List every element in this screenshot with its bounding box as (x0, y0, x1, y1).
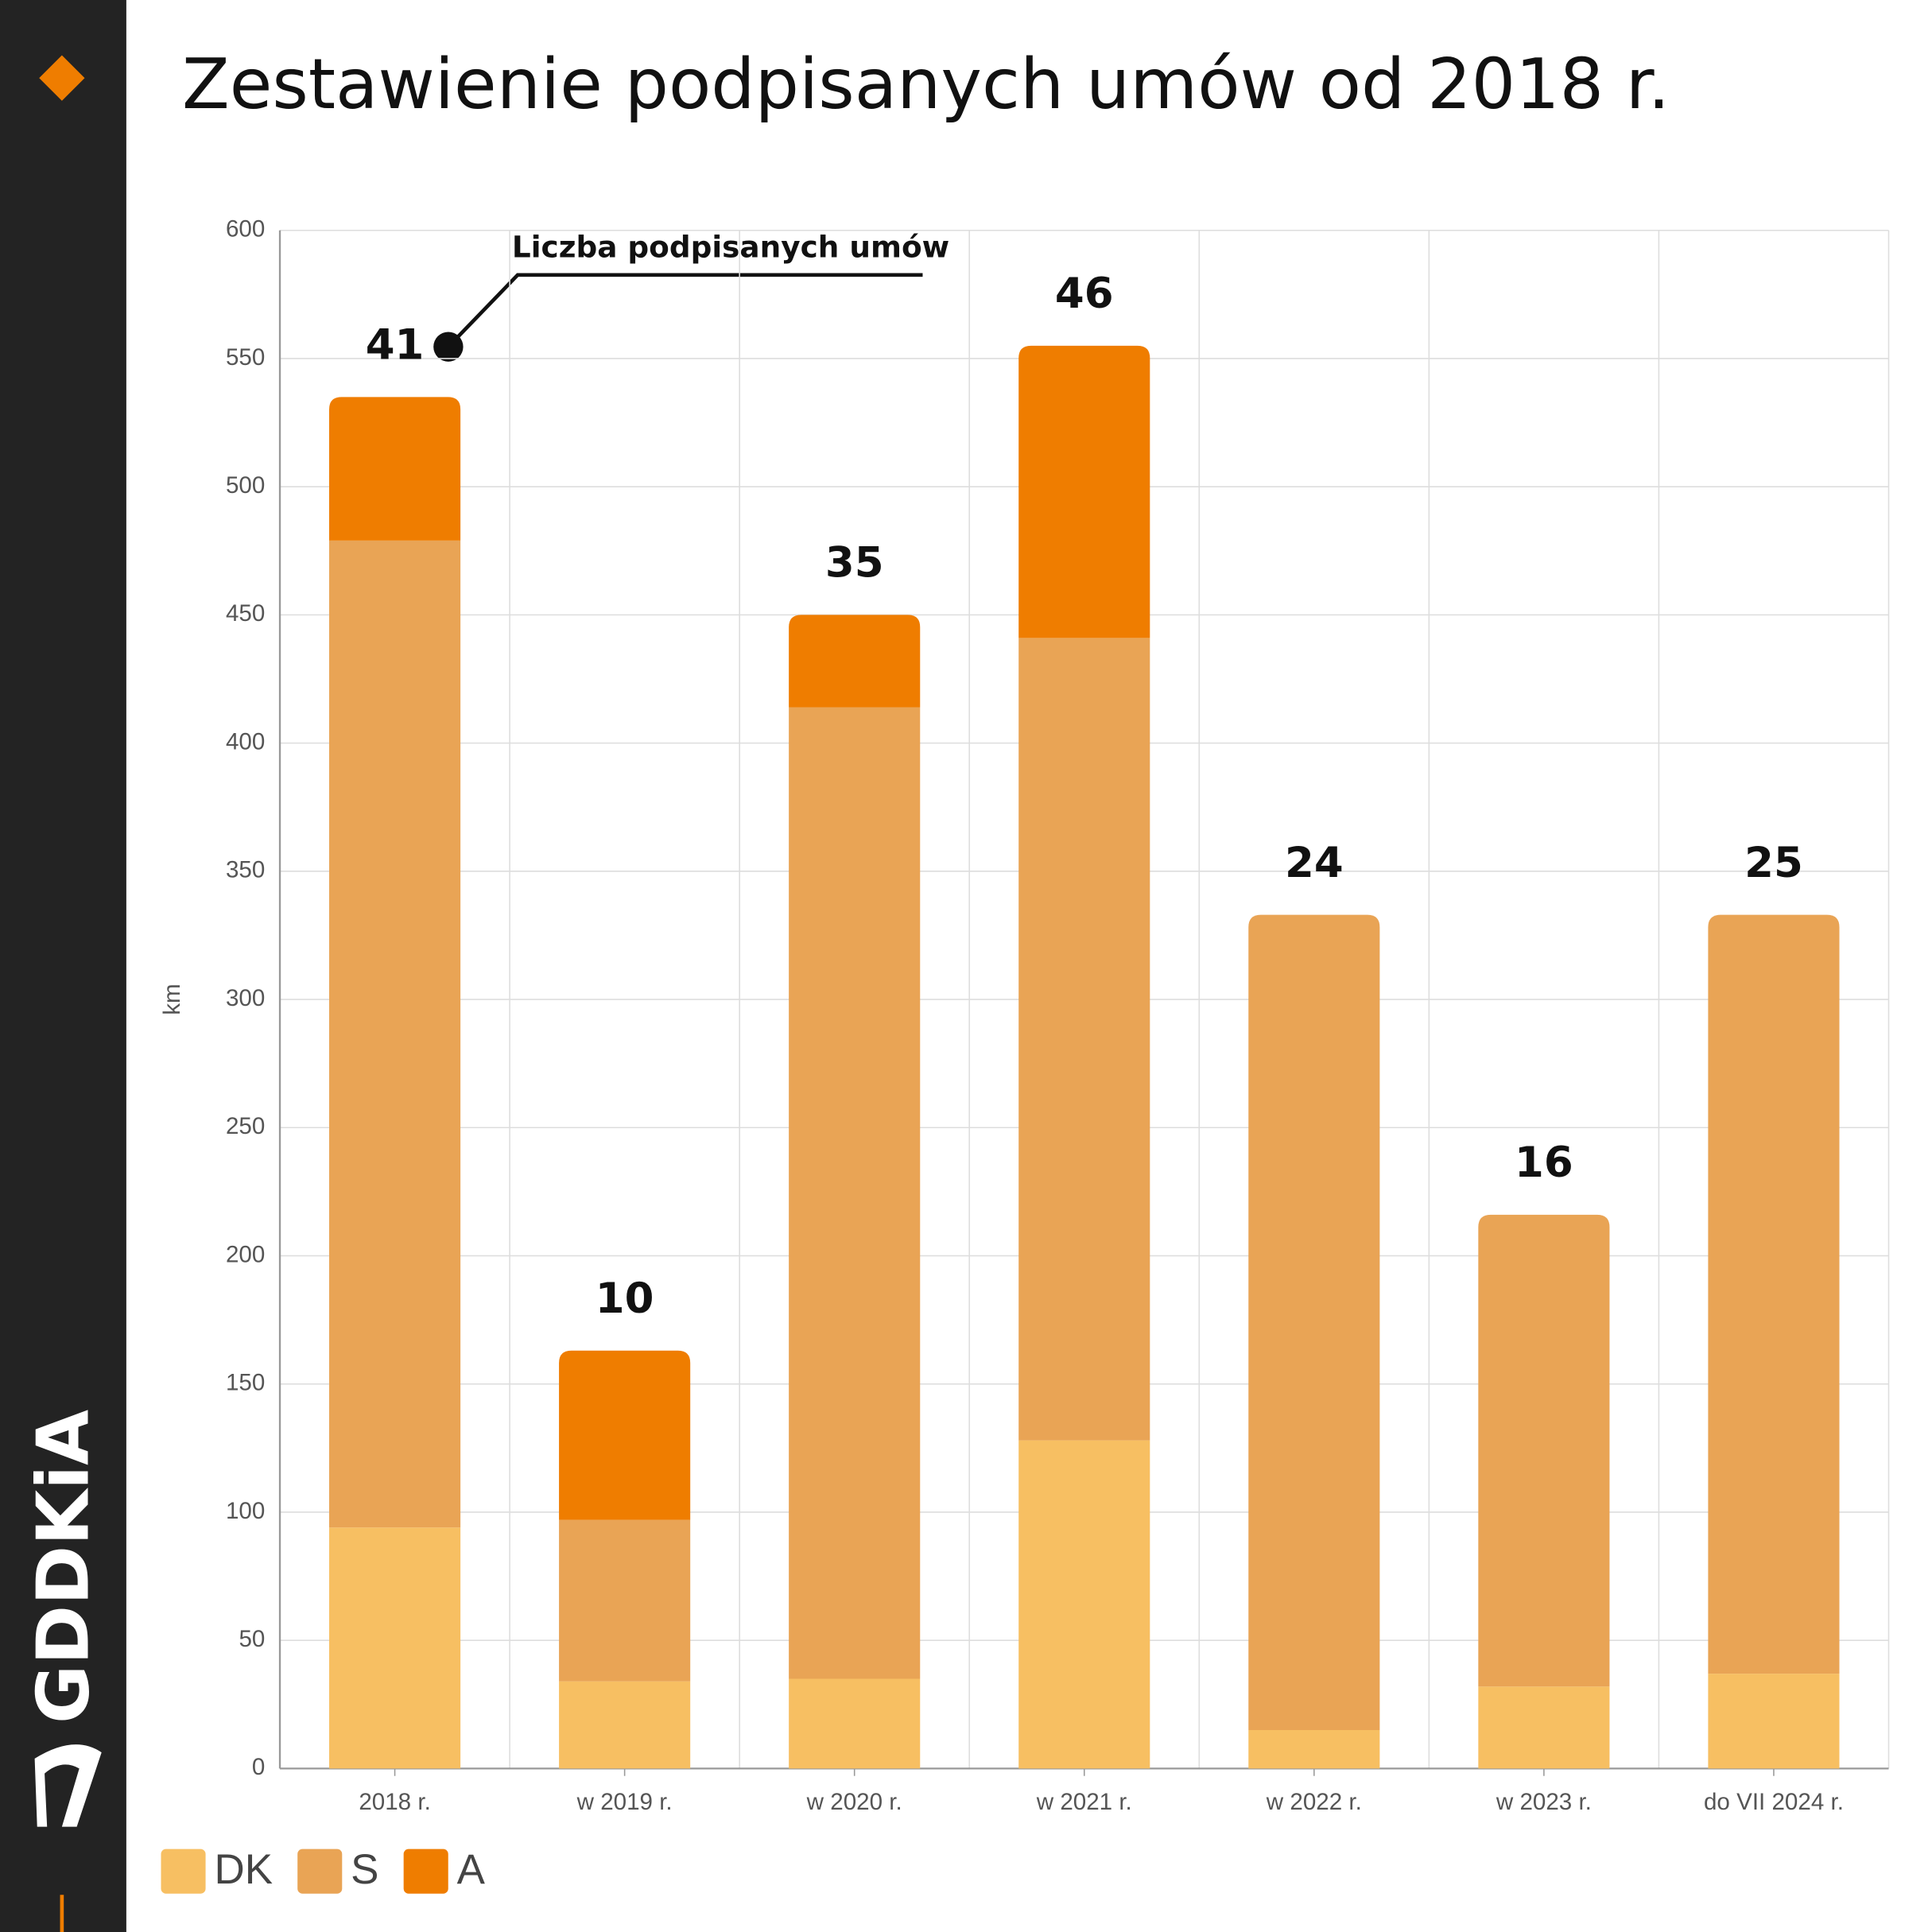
brand-logo (34, 1744, 102, 1827)
bar-segment (1478, 1686, 1610, 1769)
legend-label: S (351, 1846, 378, 1893)
y-tick-label: 300 (226, 985, 265, 1011)
bar-segment (1478, 1214, 1610, 1687)
bar-segment (789, 1678, 921, 1769)
brand: GDDKiA (22, 1410, 106, 1724)
x-tick-label: w 2022 r. (1266, 1789, 1362, 1815)
annotation: Liczba podpisanych umów (512, 230, 949, 265)
bar-segment (1248, 1730, 1380, 1769)
y-tick-label: 0 (252, 1754, 265, 1780)
y-tick-label: 200 (226, 1241, 265, 1267)
annotation-line (447, 273, 923, 348)
y-tick-label: 150 (226, 1370, 265, 1396)
bar-segment (1708, 914, 1840, 1674)
y-tick-label: 500 (226, 472, 265, 499)
count-label: 16 (1515, 1139, 1573, 1187)
y-tick-label: 350 (226, 857, 265, 883)
bar-segment (1248, 914, 1380, 1731)
x-tick-label: w 2020 r. (806, 1789, 902, 1815)
bar-segment (1018, 638, 1150, 1441)
x-tick-label: 2018 r. (359, 1789, 430, 1815)
bar-segment (789, 615, 921, 708)
x-tick-label: w 2021 r. (1036, 1789, 1132, 1815)
count-label: 41 (366, 321, 425, 370)
bar-segment (559, 1681, 691, 1769)
bar-segment (329, 1527, 461, 1769)
legend-label: DK (214, 1846, 273, 1893)
bar-segment (559, 1519, 691, 1682)
x-tick-label: w 2019 r. (576, 1789, 673, 1815)
legend-swatch (403, 1849, 448, 1894)
legend-swatch (161, 1849, 206, 1894)
count-label: 24 (1285, 839, 1344, 887)
y-tick-label: 600 (226, 216, 265, 242)
bar-segment (1018, 1440, 1150, 1769)
count-label: 35 (825, 539, 884, 588)
sidebar (0, 0, 126, 1932)
bar-segment (329, 540, 461, 1528)
bar-segment (559, 1350, 691, 1520)
count-label: 10 (596, 1274, 654, 1323)
bar-segment (789, 707, 921, 1679)
count-label: 25 (1744, 839, 1803, 887)
bar-segment (1018, 345, 1150, 638)
count-label: 46 (1055, 270, 1114, 318)
y-tick-label: 550 (226, 344, 265, 370)
x-tick-label: w 2023 r. (1496, 1789, 1592, 1815)
y-tick-label: 400 (226, 728, 265, 755)
y-axis-label: km (159, 983, 185, 1014)
legend-label: A (457, 1846, 486, 1893)
legend-swatch (297, 1849, 343, 1894)
y-tick-label: 50 (239, 1626, 265, 1652)
bar-segment (329, 397, 461, 541)
y-tick-label: 250 (226, 1113, 265, 1139)
y-tick-label: 100 (226, 1498, 265, 1524)
annotation-dot (433, 332, 464, 362)
chart-title: Zestawienie podpisanych umów od 2018 r. (182, 44, 1670, 125)
bar-segment (1708, 1674, 1840, 1769)
y-tick-label: 450 (226, 600, 265, 627)
x-tick-label: do VII 2024 r. (1704, 1789, 1844, 1815)
